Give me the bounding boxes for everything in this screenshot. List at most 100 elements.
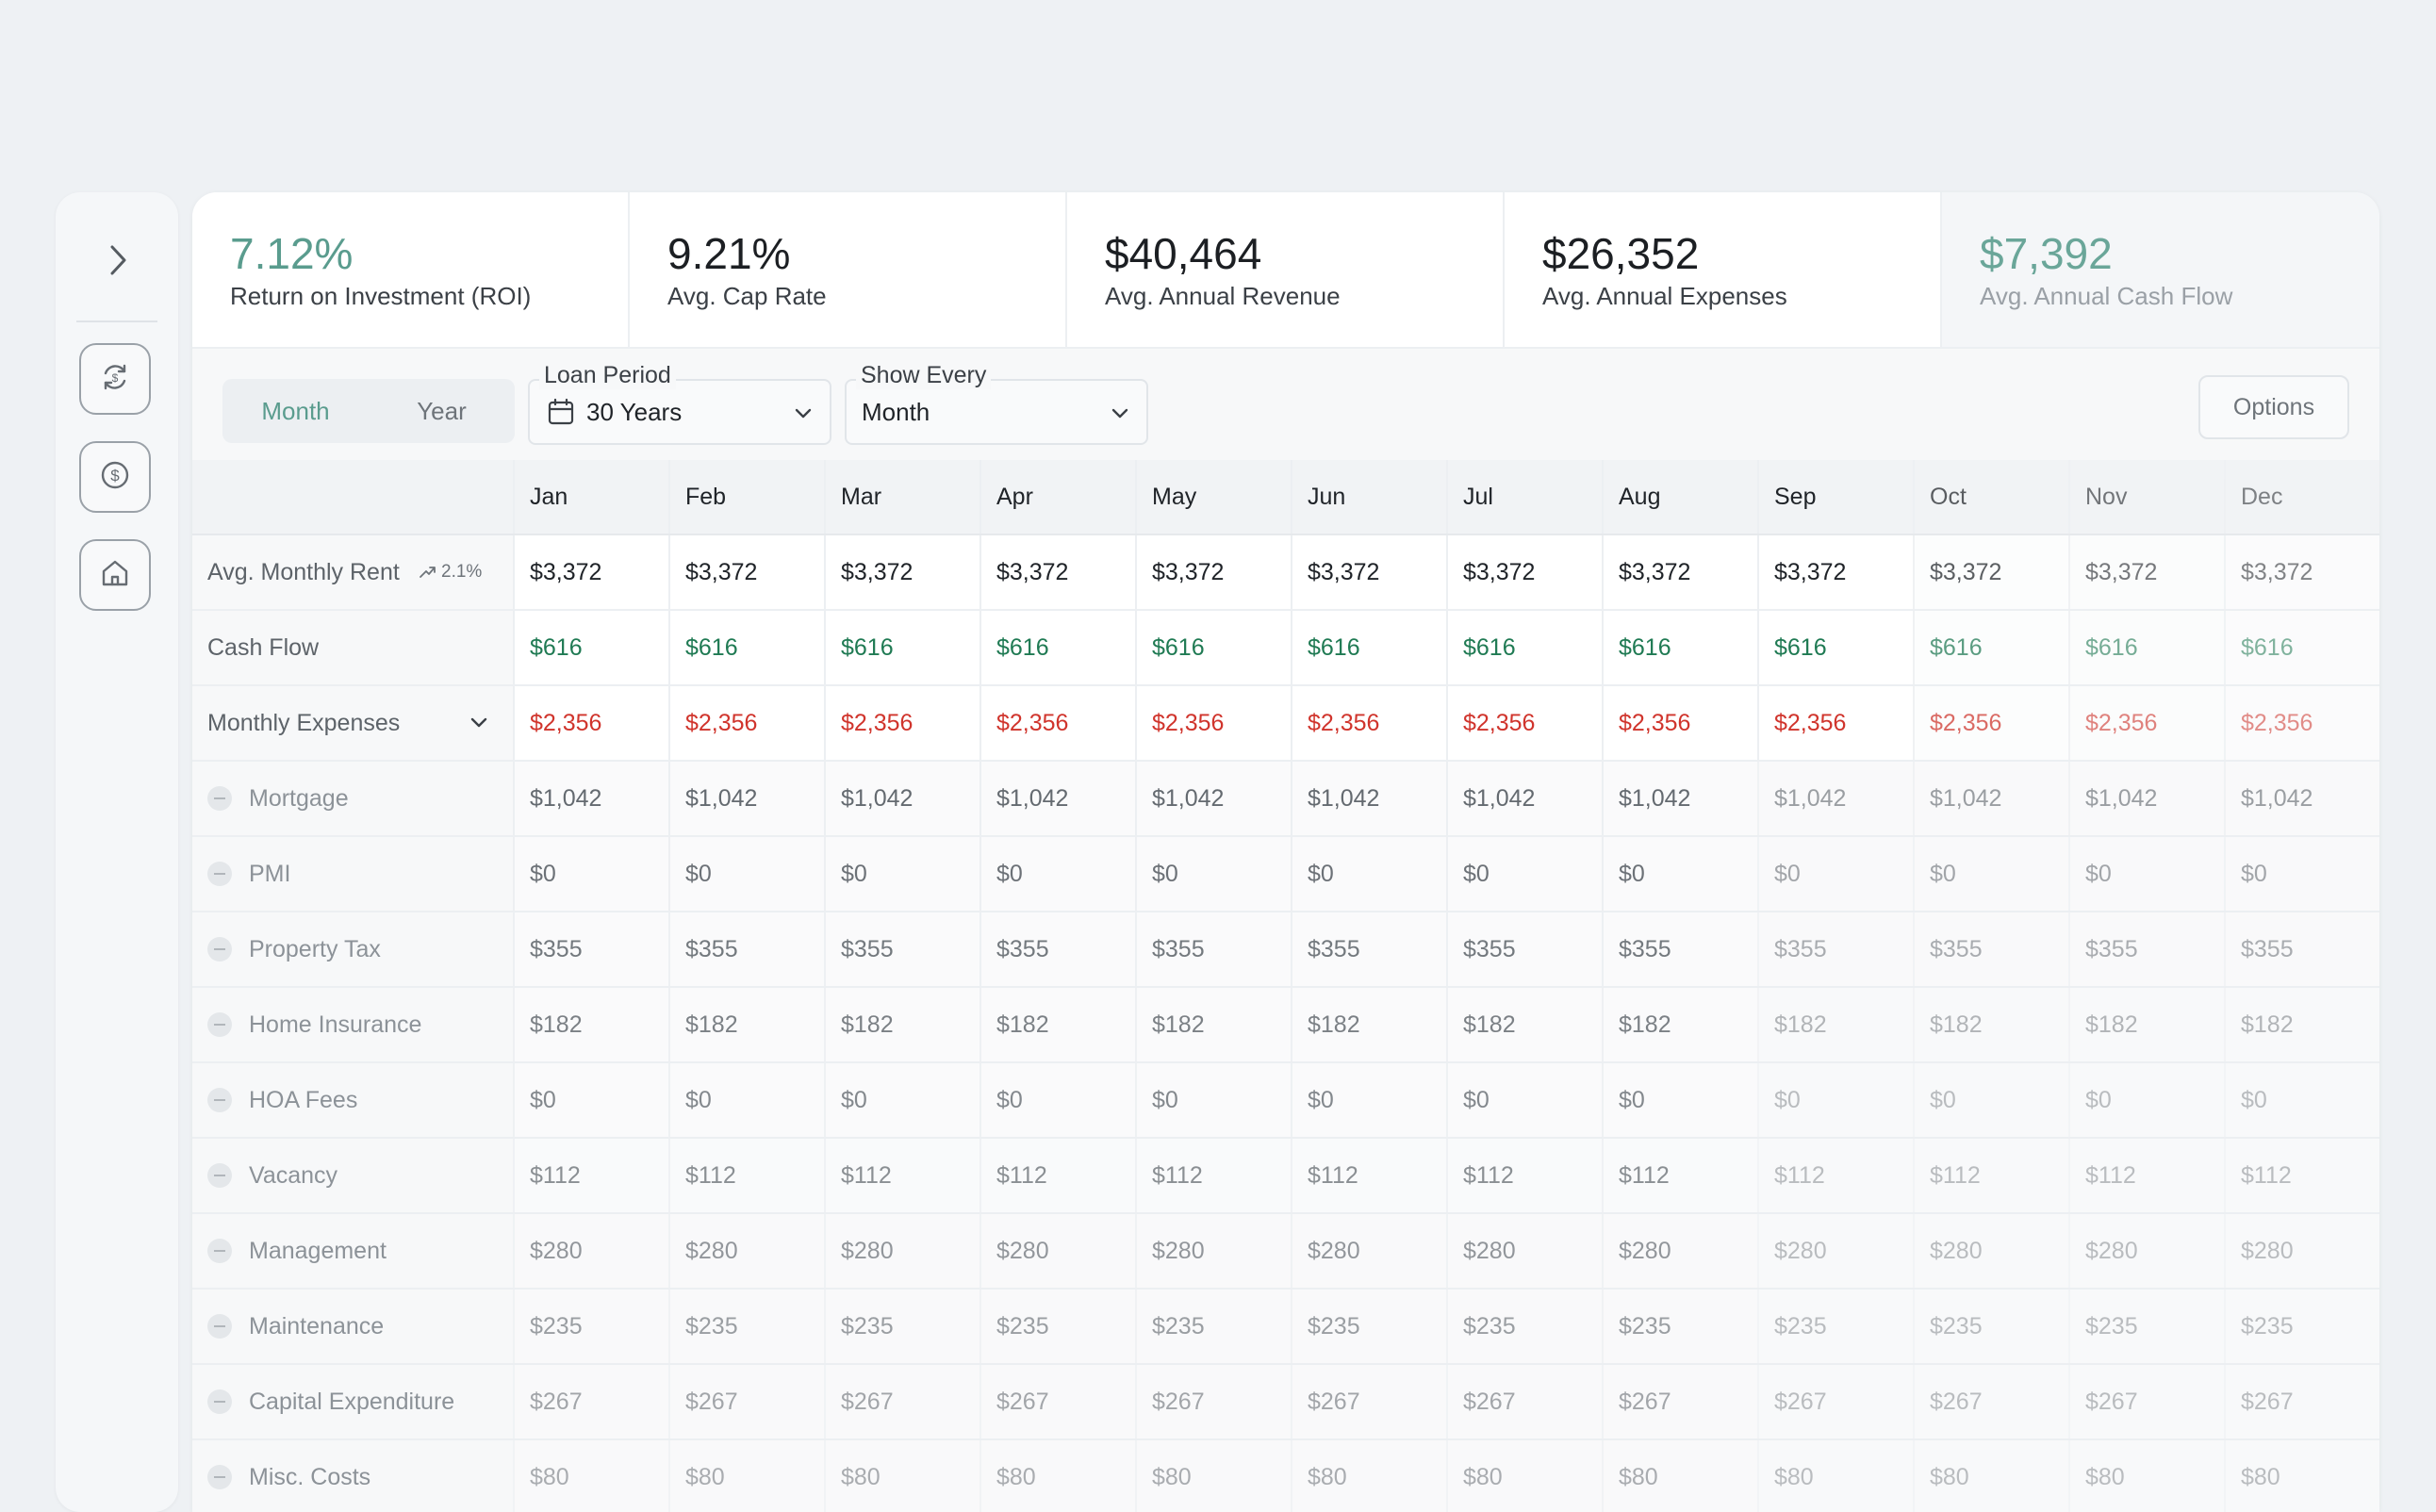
table-cell: $235 (979, 1290, 1135, 1363)
table-cell: $355 (1913, 912, 2068, 986)
table-cell: $80 (513, 1440, 668, 1512)
table-cell: $1,042 (1446, 762, 1602, 835)
table-cell: $112 (1446, 1139, 1602, 1212)
stat-label: Avg. Annual Cash Flow (1980, 282, 2233, 310)
table-cell: $1,042 (2068, 762, 2224, 835)
sidebar-dollar-button[interactable]: $ (79, 441, 151, 513)
chevron-down-icon[interactable] (468, 711, 490, 740)
sidebar-exchange-button[interactable]: $ (79, 343, 151, 415)
table-cell: $0 (2224, 1063, 2379, 1137)
table-cell: $616 (1135, 611, 1291, 684)
table-cell: $112 (1135, 1139, 1291, 1212)
row-label-text: Mortgage (249, 784, 349, 812)
loan-period-select[interactable]: 30 Years (528, 379, 831, 445)
controls-bar: Month Year 30 Years Loan Period Month Sh… (192, 349, 2379, 460)
table-cell: $355 (1757, 912, 1913, 986)
options-button[interactable]: Options (2198, 375, 2349, 439)
table-cell: $280 (1757, 1214, 1913, 1288)
table-cell: $80 (668, 1440, 824, 1512)
stat-roi: 7.12% Return on Investment (ROI) (192, 192, 630, 349)
table-cell: $182 (2068, 988, 2224, 1061)
row-label-text: Monthly Expenses (207, 709, 401, 736)
table-cell: $235 (668, 1290, 824, 1363)
minus-icon[interactable] (207, 1012, 232, 1037)
table-cell: $182 (1135, 988, 1291, 1061)
table-cell: $1,042 (668, 762, 824, 835)
table-corner (192, 460, 513, 534)
stat-annual-revenue: $40,464 Avg. Annual Revenue (1067, 192, 1505, 349)
table-cell: $3,372 (1291, 535, 1446, 609)
calendar-icon (547, 398, 575, 426)
table-cell: $112 (824, 1139, 979, 1212)
table-cell: $1,042 (824, 762, 979, 835)
minus-icon[interactable] (207, 1239, 232, 1263)
minus-icon[interactable] (207, 1163, 232, 1188)
table-cell: $280 (2224, 1214, 2379, 1288)
table-cell: $280 (668, 1214, 824, 1288)
minus-icon[interactable] (207, 1088, 232, 1112)
table-row: HOA Fees $0 $0 $0 $0 $0 $0 $0 $0 $0 $0 $0 $0 (192, 1063, 2379, 1139)
table-cell: $0 (2068, 1063, 2224, 1137)
table-cell: $2,356 (1602, 686, 1757, 760)
row-label: Monthly Expenses (192, 686, 513, 760)
stats-bar: 7.12% Return on Investment (ROI) 9.21% A… (192, 192, 2379, 349)
table-cell: $2,356 (824, 686, 979, 760)
row-label: Mortgage (192, 762, 513, 835)
table-row: Mortgage $1,042 $1,042 $1,042 $1,042 $1,042 $1… (192, 762, 2379, 837)
minus-icon[interactable] (207, 1314, 232, 1339)
table-cell: $2,356 (2224, 686, 2379, 760)
table-cell: $0 (979, 1063, 1135, 1137)
table-cell: $355 (1291, 912, 1446, 986)
minus-icon[interactable] (207, 862, 232, 886)
sidebar-home-button[interactable] (79, 539, 151, 611)
row-label-text: HOA Fees (249, 1086, 358, 1113)
table-cell: $80 (1135, 1440, 1291, 1512)
table-cell: $0 (513, 837, 668, 911)
loan-period-label: Loan Period (539, 362, 676, 389)
chevron-down-icon (1109, 402, 1131, 429)
table-cell: $80 (1291, 1440, 1446, 1512)
table-cell: $280 (2068, 1214, 2224, 1288)
show-every-select[interactable]: Month (845, 379, 1148, 445)
table-cell: $616 (2068, 611, 2224, 684)
minus-icon[interactable] (207, 937, 232, 961)
minus-icon[interactable] (207, 786, 232, 811)
table-cell: $182 (979, 988, 1135, 1061)
minus-icon[interactable] (207, 1389, 232, 1414)
table-cell: $616 (1913, 611, 2068, 684)
table-cell: $267 (1446, 1365, 1602, 1438)
period-toggle: Month Year (222, 379, 515, 443)
row-label-text: Avg. Monthly Rent (207, 558, 400, 585)
table-cell: $0 (513, 1063, 668, 1137)
month-header: Jun (1291, 460, 1446, 534)
table-cell: $2,356 (1757, 686, 1913, 760)
table-cell: $1,042 (979, 762, 1135, 835)
table-row: PMI $0 $0 $0 $0 $0 $0 $0 $0 $0 $0 $0 $0 (192, 837, 2379, 912)
show-every-label: Show Every (856, 362, 992, 389)
table-row: Cash Flow $616 $616 $616 $616 $616 $616 $616 $61… (192, 611, 2379, 686)
toggle-year[interactable]: Year (417, 396, 467, 425)
table-cell: $280 (1602, 1214, 1757, 1288)
row-label: Cash Flow (192, 611, 513, 684)
svg-text:$: $ (112, 371, 119, 385)
chevron-right-icon[interactable] (89, 232, 145, 288)
table-cell: $182 (513, 988, 668, 1061)
cash-flow-table: Jan Feb Mar Apr May Jun Jul Aug Sep Oct Nov Dec Avg.… (192, 460, 2379, 1512)
table-cell: $80 (824, 1440, 979, 1512)
table-cell: $0 (668, 1063, 824, 1137)
table-cell: $355 (513, 912, 668, 986)
table-cell: $80 (2224, 1440, 2379, 1512)
growth-value: 2.1% (441, 562, 483, 582)
toggle-month[interactable]: Month (261, 396, 330, 425)
table-cell: $0 (1291, 837, 1446, 911)
table-cell: $267 (2224, 1365, 2379, 1438)
table-cell: $112 (1757, 1139, 1913, 1212)
row-label: Home Insurance (192, 988, 513, 1061)
table-cell: $80 (1602, 1440, 1757, 1512)
table-cell: $80 (979, 1440, 1135, 1512)
table-cell: $616 (668, 611, 824, 684)
minus-icon[interactable] (207, 1465, 232, 1489)
table-cell: $3,372 (668, 535, 824, 609)
row-label-text: PMI (249, 860, 291, 887)
table-header: Jan Feb Mar Apr May Jun Jul Aug Sep Oct Nov Dec (192, 460, 2379, 535)
